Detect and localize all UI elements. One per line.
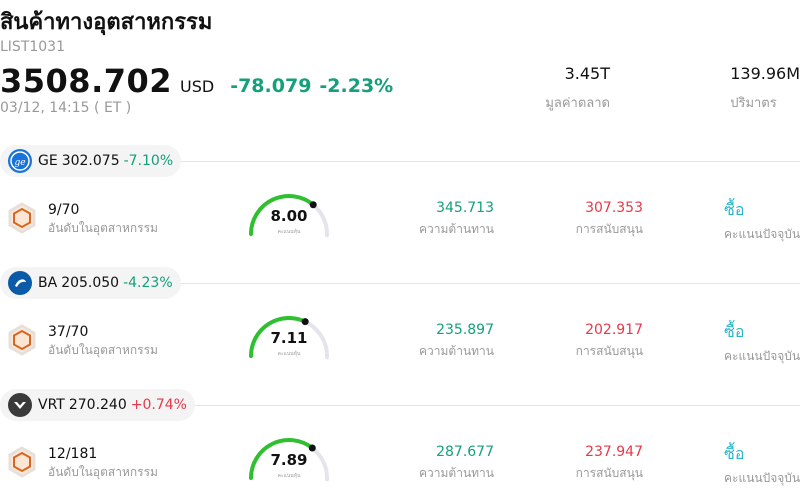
score-gauge: 8.00 คะแนนหุ้น [244,190,334,246]
stock-score: 7.89 [270,451,308,469]
stock-price: 205.050 [61,275,120,291]
volume-label: ปริมาตร [730,96,777,111]
rating-buy: ซื้อ [724,444,745,463]
industry-rank: 12/181 [48,446,98,462]
industry-rank-label: อันดับในอุตสาหกรรม [48,343,158,357]
gauge-indicator [301,318,309,326]
stock-symbol: VRT [38,397,65,413]
score-gauge: 7.11 คะแนนหุ้น [244,312,334,368]
stock-score-label: คะแนนหุ้น [277,351,301,357]
boeing-logo-icon [8,271,32,295]
resistance-label: ความต้านทาน [419,222,494,236]
stock-change: +0.74% [130,397,187,413]
price-change: -78.079 [230,75,312,97]
price-row: 3508.702 USD -78.079 -2.23% [0,62,393,100]
support-value: 237.947 [585,444,643,460]
stock-score: 7.11 [270,329,308,347]
resistance-value: 235.897 [436,322,494,338]
support-label: การสนับสนุน [575,466,643,480]
industry-rank: 37/70 [48,324,89,340]
industry-rank-label: อันดับในอุตสาหกรรม [48,221,158,235]
score-gauge-chart [249,316,329,360]
gauge-indicator [309,201,317,209]
resistance-value: 345.713 [436,200,494,216]
rating-label: คะแนนปัจจุบัน [724,227,800,241]
stock-score-label: คะแนนหุ้น [277,473,301,479]
market-cap-label: มูลค่าตลาด [545,96,610,111]
volume-value: 139.96M [730,64,800,83]
row-divider [180,161,800,162]
support-value: 202.917 [585,322,643,338]
resistance-value: 287.677 [436,444,494,460]
industry-rank-label: อันดับในอุตสาหกรรม [48,465,158,479]
price-change-percent: -2.23% [319,75,394,97]
list-code: LIST1031 [0,39,65,55]
score-gauge: 7.89 คะแนนหุ้น [244,434,334,490]
market-cap-stat: 3.45T มูลค่าตลาด [545,64,610,113]
row-divider [180,283,800,284]
gauge-indicator [308,444,316,452]
rating-buy: ซื้อ [724,200,745,219]
rank-hexagon-icon [7,324,37,356]
stock-symbol: BA [38,275,58,291]
stock-price: 270.240 [68,397,127,413]
rank-hexagon-icon [7,446,37,478]
stock-pill-ba[interactable]: BA 205.050 -4.23% [0,267,181,299]
stock-pill-vrt[interactable]: VRT 270.240 +0.74% [0,389,195,421]
timestamp: 03/12, 14:15 ( ET ) [0,100,132,116]
gauge-fill [249,438,315,480]
stock-symbol: GE [38,153,58,169]
svg-text:ge: ge [14,158,25,168]
stock-pill-ge[interactable]: ge GE 302.075 -7.10% [0,145,182,177]
row-divider [180,405,800,406]
rating-label: คะแนนปัจจุบัน [724,349,800,363]
page-title: สินค้าทางอุตสาหกรรม [0,10,213,35]
rank-hexagon-icon [7,202,37,234]
gauge-fill [249,194,316,236]
stock-change: -7.10% [123,153,174,169]
rating-buy: ซื้อ [724,322,745,341]
ge-logo-icon: ge [8,149,32,173]
market-cap-value: 3.45T [564,64,610,83]
industry-rank: 9/70 [48,202,80,218]
currency: USD [180,77,215,96]
support-label: การสนับสนุน [575,344,643,358]
score-gauge-chart [249,438,329,482]
resistance-label: ความต้านทาน [419,466,494,480]
volume-stat: 139.96M ปริมาตร [730,64,800,113]
resistance-label: ความต้านทาน [419,344,494,358]
rating-label: คะแนนปัจจุบัน [724,471,800,485]
support-label: การสนับสนุน [575,222,643,236]
stock-score-label: คะแนนหุ้น [277,229,301,235]
support-value: 307.353 [585,200,643,216]
stock-score: 8.00 [270,207,308,225]
gauge-fill [249,316,308,358]
index-price: 3508.702 [0,62,173,100]
stock-change: -4.23% [123,275,173,291]
stock-price: 302.075 [61,153,120,169]
vertiv-logo-icon [8,393,32,417]
score-gauge-chart [249,194,329,238]
